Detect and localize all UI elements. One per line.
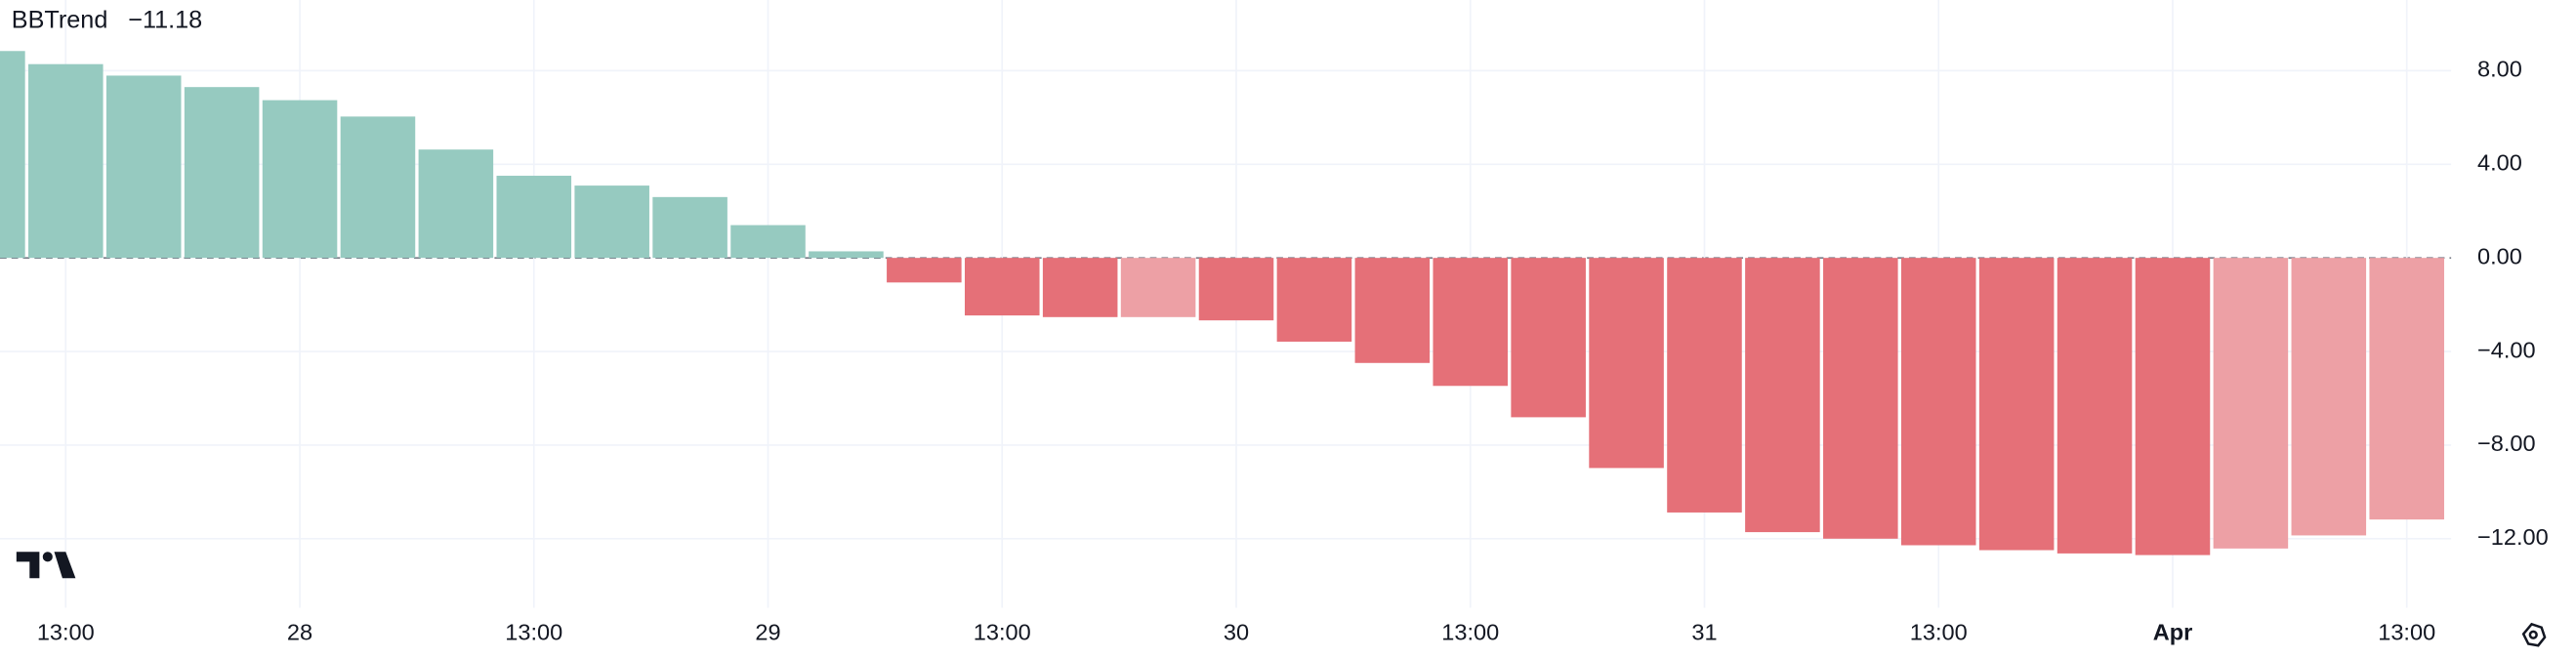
y-tick-label: 0.00 [2477,243,2522,268]
y-tick-label: 8.00 [2477,57,2522,82]
bar [28,63,104,259]
bar [418,149,494,259]
bar [1276,258,1352,342]
bar [887,258,962,283]
bar [1745,258,1820,533]
x-tick-label: 13:00 [1910,620,1968,645]
bar [2291,258,2367,536]
bar [105,75,182,259]
tradingview-logo [16,552,76,579]
bar [1823,258,1898,539]
bar [574,185,649,259]
bar [340,116,416,259]
x-tick-label: 31 [1691,620,1717,645]
x-tick-label: 13:00 [974,620,1031,645]
bars [0,51,2444,555]
x-tick-label: 13:00 [1441,620,1499,645]
settings-icon[interactable] [2521,622,2547,647]
bar [1198,258,1274,321]
y-tick-label: −8.00 [2477,431,2536,456]
bar [184,87,260,259]
bar [496,176,572,259]
x-tick-label: 29 [755,620,780,645]
x-tick-label: 13:00 [2378,620,2435,645]
bar [2213,258,2289,549]
y-tick-label: −12.00 [2477,524,2549,550]
x-tick-label: 30 [1224,620,1249,645]
bar [262,100,338,259]
bar [2135,258,2211,555]
bar [1354,258,1431,363]
bar [1511,258,1586,418]
bar [1589,258,1664,469]
bar [1978,258,2055,551]
indicator-title: BBTrend [12,7,108,34]
bar [1667,258,1742,513]
bar [2369,258,2444,520]
bar [964,258,1040,316]
bar [1042,258,1118,317]
x-tick-label: 28 [287,620,312,645]
bar [2057,258,2133,554]
bar [652,196,727,259]
x-tick-label: Apr [2153,620,2193,645]
bar [1900,258,1976,546]
bar [730,225,806,259]
bar [1120,258,1196,317]
labels: 8.00 4.00 0.00 −4.00 −8.00 −12.00 13:00 28 13:00… [37,57,2549,645]
indicator-value: −11.18 [128,7,202,34]
y-tick-label: 4.00 [2477,150,2522,176]
bar [1433,258,1509,387]
bar [0,51,25,259]
y-tick-label: −4.00 [2477,337,2536,362]
bar [809,251,884,259]
x-tick-label: 13:00 [505,620,562,645]
x-tick-label: 13:00 [37,620,95,645]
